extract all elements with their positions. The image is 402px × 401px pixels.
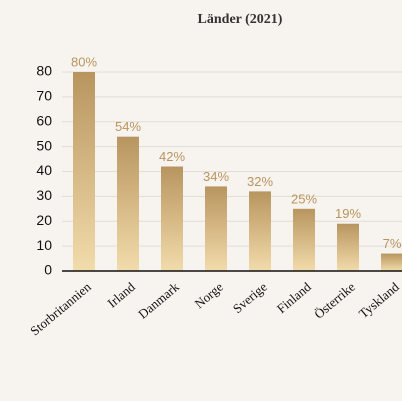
y-tick-label: 50	[36, 137, 52, 153]
x-tick-label: Storbritannien	[27, 279, 94, 339]
bar	[337, 223, 359, 271]
value-label: 32%	[247, 174, 273, 189]
value-label: 80%	[71, 54, 97, 69]
bar	[249, 191, 271, 271]
bar	[117, 136, 139, 271]
x-tick-label: Danmark	[135, 279, 182, 322]
x-tick-label: Finland	[274, 279, 314, 316]
x-tick-label: Sverige	[230, 279, 270, 316]
y-tick-label: 60	[36, 112, 52, 128]
value-label: 7%	[383, 236, 402, 251]
bar	[293, 208, 315, 271]
value-label: 42%	[159, 149, 185, 164]
x-tick-label: Tyskland	[356, 279, 402, 321]
x-tick-label: Österrike	[311, 279, 358, 322]
bar	[205, 186, 227, 271]
y-tick-label: 0	[44, 262, 52, 278]
value-label: 25%	[291, 191, 317, 206]
x-tick-label: Irland	[104, 279, 138, 311]
bar	[73, 72, 95, 271]
value-label: 19%	[335, 206, 361, 221]
bar	[381, 253, 402, 271]
x-tick-label: Norge	[191, 279, 226, 311]
y-tick-label: 70	[36, 88, 52, 104]
y-tick-label: 80	[36, 63, 52, 79]
y-tick-label: 20	[36, 212, 52, 228]
chart-title: Länder (2021)	[198, 12, 283, 27]
y-tick-label: 10	[36, 237, 52, 253]
value-label: 34%	[203, 169, 229, 184]
value-label: 54%	[115, 119, 141, 134]
y-tick-label: 40	[36, 162, 52, 178]
y-tick-label: 30	[36, 187, 52, 203]
bar	[161, 166, 183, 271]
